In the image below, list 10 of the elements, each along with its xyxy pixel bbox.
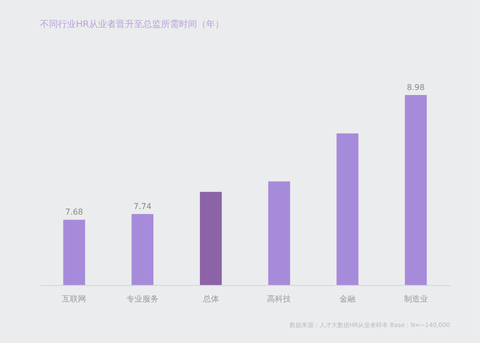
data-label: 7.74: [134, 202, 152, 211]
x-tick-label: 制造业: [404, 294, 428, 304]
x-tick-label: 专业服务: [126, 294, 158, 304]
data-label: 8.98: [406, 83, 425, 92]
x-tick-label: 总体: [202, 294, 219, 304]
x-tick-label: 金融: [340, 294, 356, 304]
x-tick-label: 高科技: [267, 294, 292, 304]
data-label: 7.68: [65, 208, 84, 217]
chart-title: 不同行业HR从业者晋升至总监所需时间（年）: [40, 19, 224, 30]
x-tick-label: 互联网: [62, 294, 86, 304]
